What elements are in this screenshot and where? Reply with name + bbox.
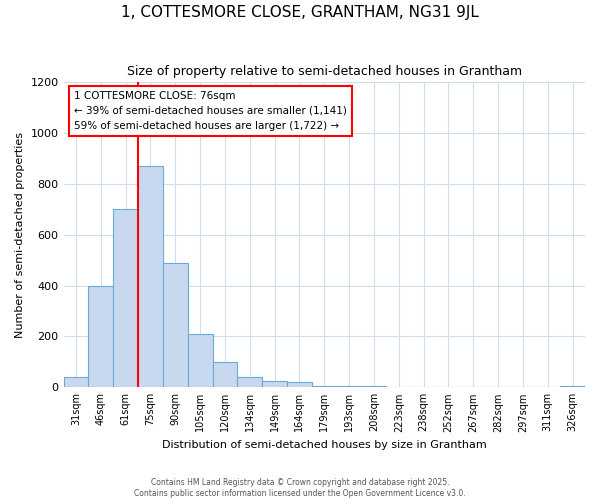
Bar xyxy=(64,377,88,388)
Title: Size of property relative to semi-detached houses in Grantham: Size of property relative to semi-detach… xyxy=(127,65,522,78)
Text: 1 COTTESMORE CLOSE: 76sqm
← 39% of semi-detached houses are smaller (1,141)
59% : 1 COTTESMORE CLOSE: 76sqm ← 39% of semi-… xyxy=(74,91,347,130)
Text: Contains HM Land Registry data © Crown copyright and database right 2025.
Contai: Contains HM Land Registry data © Crown c… xyxy=(134,478,466,498)
X-axis label: Distribution of semi-detached houses by size in Grantham: Distribution of semi-detached houses by … xyxy=(162,440,487,450)
Bar xyxy=(560,386,585,388)
Bar xyxy=(113,209,138,388)
Bar xyxy=(138,166,163,388)
Bar xyxy=(188,334,212,388)
Bar xyxy=(386,386,411,388)
Text: 1, COTTESMORE CLOSE, GRANTHAM, NG31 9JL: 1, COTTESMORE CLOSE, GRANTHAM, NG31 9JL xyxy=(121,5,479,20)
Bar xyxy=(461,386,485,388)
Bar xyxy=(511,386,535,388)
Bar xyxy=(287,382,312,388)
Bar xyxy=(485,386,511,388)
Bar xyxy=(88,286,113,388)
Bar xyxy=(163,262,188,388)
Bar xyxy=(436,386,461,388)
Bar xyxy=(212,362,238,388)
Bar xyxy=(238,377,262,388)
Bar xyxy=(362,386,386,388)
Bar xyxy=(337,386,362,388)
Y-axis label: Number of semi-detached properties: Number of semi-detached properties xyxy=(15,132,25,338)
Bar xyxy=(262,381,287,388)
Bar xyxy=(312,386,337,388)
Bar xyxy=(411,386,436,388)
